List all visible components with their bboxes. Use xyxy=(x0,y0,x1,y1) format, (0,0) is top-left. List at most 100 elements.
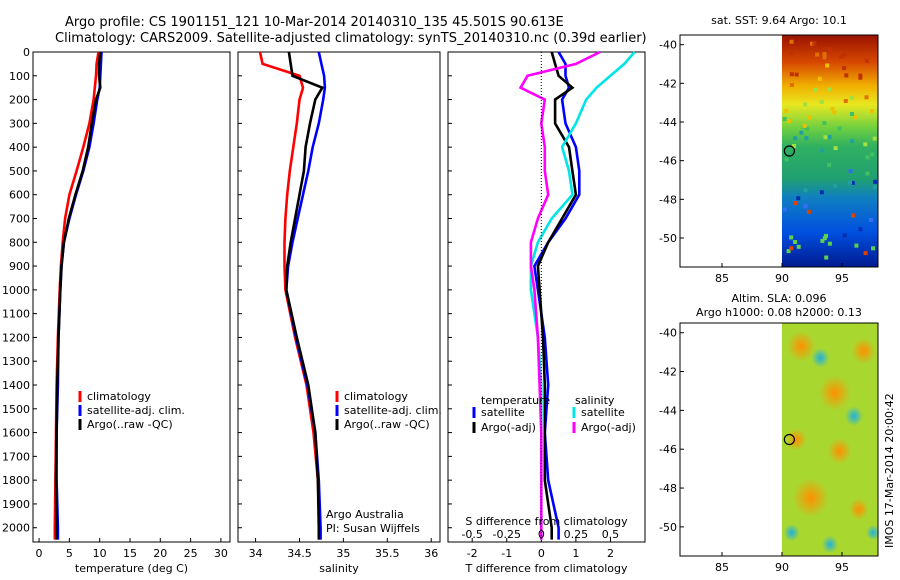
sst-pixel xyxy=(848,169,853,174)
series-line-2 xyxy=(284,51,325,540)
x-tick-label: 95 xyxy=(835,272,849,285)
sst-pixel xyxy=(854,243,859,248)
sla-anomaly xyxy=(818,375,851,411)
y-tick-label: -44 xyxy=(659,404,677,417)
difference-panel: -2 -1 0 1 2 T difference from climatology -0.5… xyxy=(447,50,646,575)
sst-pixel xyxy=(826,49,831,54)
sst-pixel xyxy=(827,241,832,246)
x-axis-label: salinity xyxy=(319,562,359,575)
sst-pixel xyxy=(815,52,820,57)
sst-pixel xyxy=(873,179,878,184)
x-tick-label: -2 xyxy=(467,547,478,560)
series-line-1 xyxy=(284,51,327,540)
sst-pixel xyxy=(784,157,789,162)
sla-anomaly xyxy=(792,478,829,518)
y-tick-label: 500 xyxy=(9,165,30,178)
sst-pixel xyxy=(858,227,863,232)
sst-pixel xyxy=(793,201,798,206)
sla-anomaly xyxy=(786,428,807,451)
sst-pixel xyxy=(820,238,825,243)
y-tick-label: 200 xyxy=(9,94,30,107)
y-tick-label: 0 xyxy=(23,46,30,59)
series-line-3 xyxy=(518,50,601,540)
sst-pixel xyxy=(869,218,873,222)
temperature-panel: 0 5 10 15 20 25 30 temperature (deg C) 0 100 200 30… xyxy=(2,46,231,575)
sla-anomaly xyxy=(822,535,838,554)
y-tick-label: 800 xyxy=(9,236,30,249)
y-tick-label: -40 xyxy=(659,39,677,52)
sla-anomaly xyxy=(866,525,881,541)
x-tick-label: 20 xyxy=(153,547,167,560)
sst-pixel xyxy=(863,251,868,256)
x-tick-label: 34 xyxy=(249,547,263,560)
sst-pixel xyxy=(823,135,828,140)
x-tick-label: -1 xyxy=(501,547,512,560)
sst-pixel xyxy=(849,95,854,100)
legend-group-title: salinity xyxy=(575,394,615,407)
sst-pixel xyxy=(848,180,852,185)
sst-pixel xyxy=(820,148,825,153)
y-tick-label: 1600 xyxy=(2,427,30,440)
x-tick-label: 35.5 xyxy=(375,547,400,560)
sst-pixel xyxy=(822,55,827,60)
sst-pixel xyxy=(873,185,878,190)
annotation: PI: Susan Wijffels xyxy=(326,522,420,535)
sst-pixel xyxy=(810,41,814,46)
y-tick-label: 1300 xyxy=(2,355,30,368)
sst-pixel xyxy=(850,112,854,116)
annotation: Argo Australia xyxy=(326,508,404,521)
x-tick-label: 35 xyxy=(336,547,350,560)
sst-pixel xyxy=(822,121,827,125)
x-tick-label: 90 xyxy=(775,561,789,574)
plot-frame xyxy=(447,51,646,543)
y-tick-label: 900 xyxy=(9,260,30,273)
x-tick-label: 85 xyxy=(715,561,729,574)
sst-pixel xyxy=(817,76,822,81)
y-tick-label: 300 xyxy=(9,117,30,130)
sst-pixel xyxy=(789,72,794,77)
sla-anomaly xyxy=(783,523,800,542)
sst-pixel xyxy=(789,235,794,240)
s-tick-label: -0.5 xyxy=(461,528,482,541)
sst-pixel xyxy=(813,87,818,92)
sst-pixel xyxy=(842,52,847,57)
legend-entry: Argo(..raw -QC) xyxy=(344,418,430,431)
s-tick-label: 0.25 xyxy=(564,528,589,541)
sst-pixel xyxy=(789,83,794,87)
sst-pixel xyxy=(807,115,812,120)
sst-pixel xyxy=(842,66,847,70)
sst-pixel xyxy=(786,119,791,124)
sst-pixel xyxy=(837,126,842,131)
x-tick-label: 25 xyxy=(184,547,198,560)
y-tick-label: -46 xyxy=(659,155,677,168)
legend-group-title: temperature xyxy=(481,394,550,407)
sst-pixel xyxy=(850,139,855,143)
x-tick-label: 30 xyxy=(214,547,228,560)
sst-pixel xyxy=(827,135,832,140)
sst-pixel xyxy=(792,144,796,148)
sst-pixel xyxy=(803,102,808,107)
sla-anomaly xyxy=(811,348,830,368)
x-tick-label: 1 xyxy=(572,547,579,560)
sla-anomaly xyxy=(787,330,816,362)
x-tick-label: 5 xyxy=(66,547,73,560)
sst-pixel xyxy=(789,39,794,44)
sst-pixel xyxy=(839,54,844,59)
sst-pixel xyxy=(804,136,809,141)
y-tick-label: -44 xyxy=(659,116,677,129)
sst-pixel xyxy=(805,126,810,131)
y-tick-label: 1200 xyxy=(2,331,30,344)
series-line-1 xyxy=(536,51,578,540)
legend-entry: satellite-adj. clim. xyxy=(344,404,442,417)
y-tick-label: 100 xyxy=(9,70,30,83)
sst-pixel xyxy=(803,203,808,208)
sst-pixel xyxy=(782,207,787,212)
sst-pixel xyxy=(789,50,794,55)
footer-stamp: IMOS 17-Mar-2014 20:00:42 xyxy=(883,393,896,548)
sst-pixel xyxy=(869,109,874,114)
y-tick-label: 600 xyxy=(9,189,30,202)
series-line-0 xyxy=(258,51,322,540)
x-tick-label: 85 xyxy=(715,272,729,285)
argo-location-marker xyxy=(783,145,795,157)
y-tick-label: -50 xyxy=(659,232,677,245)
